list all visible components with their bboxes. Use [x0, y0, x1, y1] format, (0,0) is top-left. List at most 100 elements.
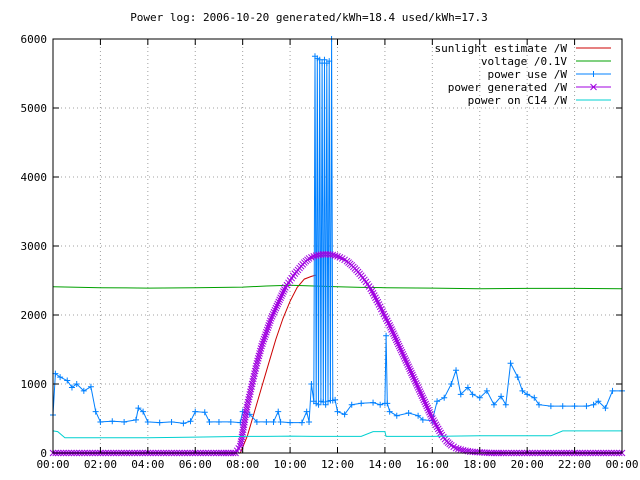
data-point: [264, 324, 272, 332]
x-tick-label: 08:00: [226, 458, 259, 471]
data-point: [590, 83, 597, 91]
data-point: [326, 58, 333, 65]
x-tick-label: 22:00: [558, 458, 591, 471]
data-point: [258, 342, 265, 350]
data-point: [483, 387, 490, 394]
y-tick-label: 6000: [21, 33, 48, 46]
data-point: [259, 340, 266, 348]
data-point: [227, 418, 234, 425]
data-point: [279, 290, 286, 297]
data-point: [389, 328, 396, 335]
data-point: [418, 392, 426, 400]
axes: 00:00 02:00 04:00 06:00 08:00 10:00 12:00 14:00…: [21, 33, 639, 471]
data-point: [393, 412, 400, 419]
x-tick-label: 20:00: [511, 458, 544, 471]
data-point: [428, 413, 435, 420]
data-point: [590, 401, 597, 408]
data-point: [272, 304, 280, 312]
data-point: [206, 418, 213, 425]
data-point: [92, 408, 99, 415]
data-point: [287, 419, 294, 426]
data-point: [602, 405, 609, 412]
series-5: [52, 430, 623, 439]
data-point: [358, 400, 365, 407]
y-tick-label: 3000: [21, 240, 48, 253]
data-point: [270, 308, 278, 316]
data-point: [180, 420, 187, 427]
data-point: [109, 418, 116, 425]
data-point: [419, 394, 427, 402]
data-point: [187, 418, 194, 425]
data-point: [415, 412, 422, 419]
data-point: [469, 391, 476, 398]
x-tick-label: 00:00: [36, 458, 69, 471]
data-point: [430, 417, 437, 424]
chart-title: Power log: 2006-10-20 generated/kWh=18.4…: [130, 11, 488, 24]
y-tick-label: 5000: [21, 102, 48, 115]
data-point: [396, 344, 404, 352]
data-point: [121, 418, 128, 425]
data-point: [263, 328, 270, 336]
data-point: [423, 402, 430, 410]
data-point: [269, 310, 277, 318]
data-point: [144, 418, 151, 425]
data-point: [332, 396, 339, 403]
data-point: [87, 383, 94, 390]
data-point: [348, 401, 355, 408]
data-point: [244, 398, 252, 406]
data-point: [255, 352, 263, 360]
data-point: [306, 418, 313, 425]
data-point: [425, 406, 432, 414]
data-point: [421, 398, 429, 406]
data-point: [252, 365, 260, 372]
legend-label: power on C14 /W: [468, 94, 568, 107]
data-point: [393, 338, 401, 346]
data-point: [278, 292, 285, 300]
y-tick-label: 0: [40, 447, 47, 460]
data-point: [280, 288, 287, 295]
data-point: [64, 377, 71, 384]
data-point: [590, 71, 597, 77]
data-point: [388, 326, 395, 333]
data-point: [387, 324, 394, 331]
data-point: [384, 400, 391, 407]
series-4: [49, 250, 626, 457]
data-point: [383, 332, 390, 339]
data-point: [277, 294, 284, 302]
data-point: [524, 391, 531, 398]
series-line: [52, 430, 623, 439]
data-point: [407, 367, 414, 375]
data-point: [334, 408, 341, 415]
data-point: [559, 403, 566, 410]
data-point: [400, 353, 408, 360]
data-point: [253, 359, 261, 367]
data-point: [395, 342, 403, 350]
data-point: [401, 355, 409, 362]
data-point: [403, 359, 411, 366]
data-point: [308, 381, 315, 387]
data-point: [476, 394, 483, 401]
y-tick-label: 4000: [21, 171, 48, 184]
data-point: [310, 252, 318, 260]
data-point: [464, 384, 471, 391]
data-point: [436, 427, 443, 435]
data-point: [453, 367, 460, 374]
data-point: [256, 347, 264, 355]
data-point: [404, 361, 412, 369]
data-point: [266, 317, 274, 325]
data-point: [251, 370, 258, 378]
data-point: [502, 401, 509, 408]
data-point: [156, 419, 163, 426]
data-point: [192, 408, 199, 415]
data-point: [271, 306, 279, 314]
data-point: [408, 369, 415, 377]
legend-entry: power on C14 /W: [468, 94, 611, 107]
data-point: [405, 363, 412, 371]
data-point: [402, 357, 410, 364]
x-tick-label: 16:00: [416, 458, 449, 471]
data-point: [434, 425, 442, 433]
x-tick-label: 14:00: [368, 458, 401, 471]
data-point: [262, 331, 269, 338]
data-point: [490, 401, 497, 408]
